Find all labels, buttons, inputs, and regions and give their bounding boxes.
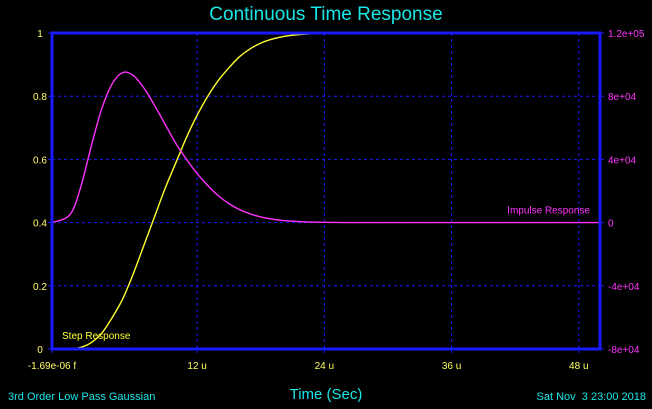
impulse-response-line [51,71,600,224]
chart-title: Continuous Time Response [209,4,442,25]
impulse-response-label: Impulse Response [507,206,590,217]
y-left-tick-label: 0 [37,345,43,356]
x-tick-label: -1.69e-06 f [28,361,77,372]
y-right-tick-label: 4e+04 [608,155,637,166]
tick-labels: 0 0.2 0.4 0.6 0.8 1 -8e+04 -4e+04 0 4e+04 8e+04 1.2… [28,29,645,372]
x-axis-label: Time (Sec) [290,386,363,403]
y-right-tick-label: -4e+04 [608,282,640,293]
footer-left-text: 3rd Order Low Pass Gaussian [8,391,155,403]
y-left-tick-label: 0.2 [33,282,47,293]
y-left-tick-label: 0.6 [33,155,47,166]
x-tick-label: 36 u [442,361,461,372]
plot-frame [50,31,602,351]
step-response-line [51,32,600,350]
series-labels: Step Response Impulse Response [62,206,590,342]
y-left-tick-label: 0.4 [33,219,47,230]
x-tick-label: 48 u [569,361,588,372]
x-tick-label: 12 u [187,361,206,372]
y-left-tick-label: 0.8 [33,92,47,103]
y-right-tick-label: 0 [608,219,614,230]
y-right-tick-label: -8e+04 [608,345,640,356]
y-right-tick-label: 1.2e+05 [608,29,645,40]
step-response-label: Step Response [62,331,131,342]
series-layer [51,32,600,350]
y-left-tick-label: 1 [37,29,43,40]
y-right-tick-label: 8e+04 [608,92,637,103]
footer-right-text: Sat Nov 3 23:00 2018 [537,391,646,403]
x-tick-label: 24 u [315,361,334,372]
grid [52,33,600,349]
